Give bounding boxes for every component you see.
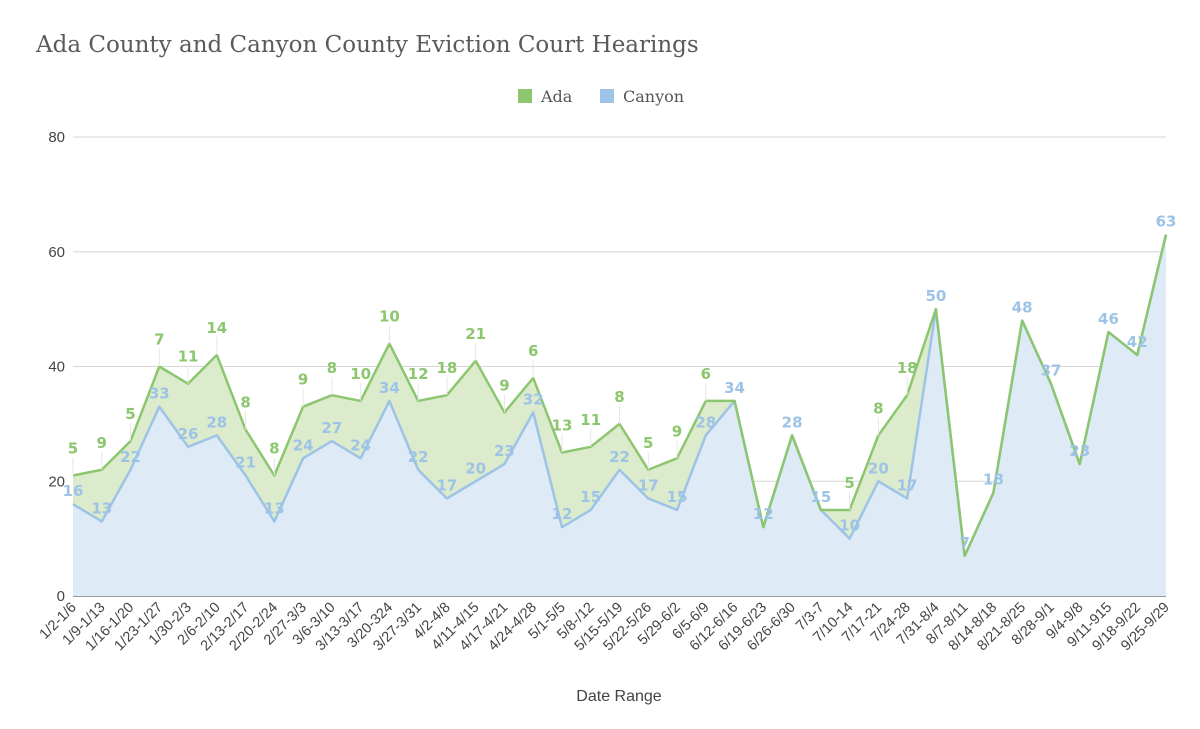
canyon-data-label: 32 — [523, 390, 544, 408]
ada-data-label: 9 — [298, 371, 308, 389]
canyon-data-label: 17 — [638, 476, 659, 494]
ada-data-label: 8 — [240, 394, 250, 412]
ada-data-label: 13 — [552, 417, 573, 435]
canyon-data-label: 22 — [408, 448, 429, 466]
canyon-data-label: 15 — [667, 488, 688, 506]
legend-swatch-ada — [518, 89, 532, 103]
ada-data-label: 7 — [154, 331, 164, 349]
ada-data-label: 12 — [408, 365, 429, 383]
legend: Ada Canyon — [518, 87, 684, 106]
canyon-data-label: 33 — [149, 385, 170, 403]
canyon-data-label: 37 — [1041, 362, 1062, 380]
ada-area — [73, 234, 1166, 556]
ada-data-label: 10 — [379, 308, 400, 326]
ada-data-label: 11 — [580, 411, 601, 429]
canyon-data-label: 23 — [1069, 442, 1090, 460]
canyon-data-label: 20 — [868, 459, 889, 477]
canyon-data-label: 13 — [264, 499, 285, 517]
canyon-data-label: 18 — [983, 471, 1004, 489]
ada-data-label: 8 — [269, 440, 279, 458]
canyon-data-label: 15 — [810, 488, 831, 506]
ada-data-label: 11 — [178, 348, 199, 366]
canyon-data-label: 63 — [1156, 213, 1177, 231]
canyon-data-label: 26 — [178, 425, 199, 443]
canyon-data-label: 28 — [695, 413, 716, 431]
y-tick-label: 0 — [57, 588, 65, 605]
ada-data-label: 5 — [125, 405, 135, 423]
ada-data-label: 6 — [701, 365, 711, 383]
canyon-data-label: 23 — [494, 442, 515, 460]
canyon-data-label: 27 — [321, 419, 342, 437]
canyon-data-label: 50 — [925, 287, 946, 305]
y-tick-label: 80 — [48, 129, 65, 146]
canyon-data-label: 34 — [724, 379, 745, 397]
canyon-data-label: 12 — [753, 505, 774, 523]
canyon-data-label: 48 — [1012, 299, 1033, 317]
canyon-data-label: 7 — [959, 534, 969, 552]
data-labels: 5 16 9 13 5 22 7 33 11 26 14 28 8 21 8 13 9 24 8 27 10 24 10 34… — [63, 213, 1177, 552]
canyon-data-label: 20 — [465, 459, 486, 477]
ada-data-label: 6 — [528, 342, 538, 360]
canyon-data-label: 42 — [1127, 333, 1148, 351]
canyon-data-label: 28 — [782, 413, 803, 431]
ada-data-label: 8 — [614, 388, 624, 406]
ada-data-label: 14 — [206, 319, 227, 337]
canyon-data-label: 17 — [897, 476, 918, 494]
label-leaders — [72, 325, 908, 510]
canyon-data-label: 28 — [206, 413, 227, 431]
y-tick-label: 60 — [48, 244, 65, 261]
ada-data-label: 5 — [68, 440, 78, 458]
ada-data-label: 18 — [436, 359, 457, 377]
canyon-data-label: 13 — [91, 499, 112, 517]
canyon-data-label: 12 — [552, 505, 573, 523]
canyon-data-label: 17 — [436, 476, 457, 494]
y-axis-ticks: 0 20 40 60 80 — [48, 129, 65, 605]
legend-swatch-canyon — [600, 89, 614, 103]
x-axis-title: Date Range — [576, 688, 661, 705]
ada-data-label: 9 — [97, 434, 107, 452]
ada-data-label: 9 — [499, 376, 509, 394]
canyon-data-label: 16 — [63, 482, 84, 500]
legend-label-canyon: Canyon — [623, 87, 684, 106]
ada-data-label: 9 — [672, 422, 682, 440]
area-fills — [73, 234, 1166, 596]
canyon-data-label: 34 — [379, 379, 400, 397]
canyon-data-label: 21 — [235, 454, 256, 472]
canyon-data-label: 46 — [1098, 310, 1119, 328]
x-axis-ticks: 1/2-1/61/9-1/131/16-1/201/23-1/271/30-2/… — [37, 600, 1173, 655]
ada-data-label: 5 — [844, 474, 854, 492]
chart-title: Ada County and Canyon County Eviction Co… — [36, 32, 699, 58]
canyon-area — [73, 234, 1166, 596]
ada-data-label: 8 — [327, 359, 337, 377]
canyon-data-label: 22 — [120, 448, 141, 466]
ada-data-label: 8 — [873, 399, 883, 417]
canyon-data-label: 24 — [293, 436, 314, 454]
ada-data-label: 18 — [897, 359, 918, 377]
y-tick-label: 20 — [48, 473, 65, 490]
ada-data-label: 21 — [465, 325, 486, 343]
ada-data-label: 5 — [643, 434, 653, 452]
canyon-data-label: 24 — [350, 436, 371, 454]
legend-label-ada: Ada — [540, 87, 573, 106]
canyon-data-label: 15 — [580, 488, 601, 506]
ada-data-label: 10 — [350, 365, 371, 383]
canyon-data-label: 10 — [839, 517, 860, 535]
y-tick-label: 40 — [48, 359, 65, 376]
canyon-data-label: 22 — [609, 448, 630, 466]
